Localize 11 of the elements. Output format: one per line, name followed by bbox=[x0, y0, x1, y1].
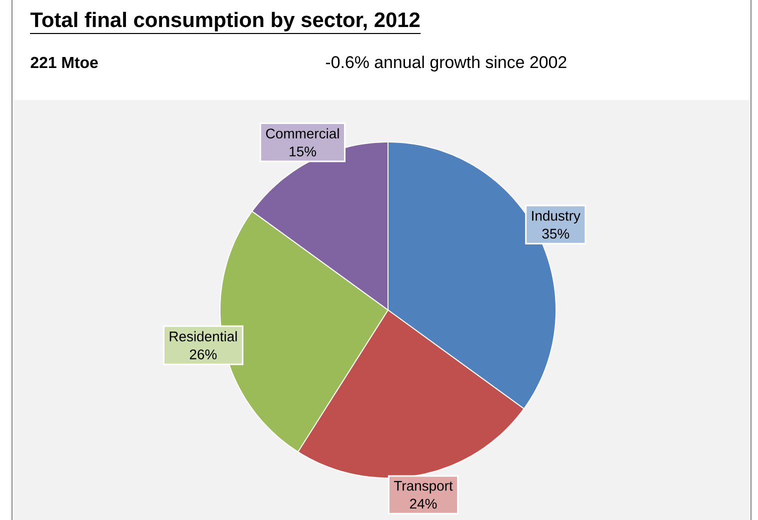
chart-title: Total final consumption by sector, 2012 bbox=[30, 12, 420, 32]
slice-label: Transport bbox=[394, 481, 453, 494]
slice-label: Industry bbox=[532, 210, 580, 224]
data-label: 15% bbox=[290, 146, 316, 156]
slice-label: Commercial bbox=[266, 128, 339, 138]
slice-label: Residential bbox=[170, 331, 237, 342]
data-label: 35% bbox=[542, 228, 570, 239]
data-label: 26% bbox=[190, 349, 217, 360]
chart-subtitle: 221 Mtoe bbox=[30, 56, 98, 68]
data-label: 24% bbox=[410, 498, 437, 509]
text: -0.6% annual growth since 2002 bbox=[326, 56, 566, 72]
